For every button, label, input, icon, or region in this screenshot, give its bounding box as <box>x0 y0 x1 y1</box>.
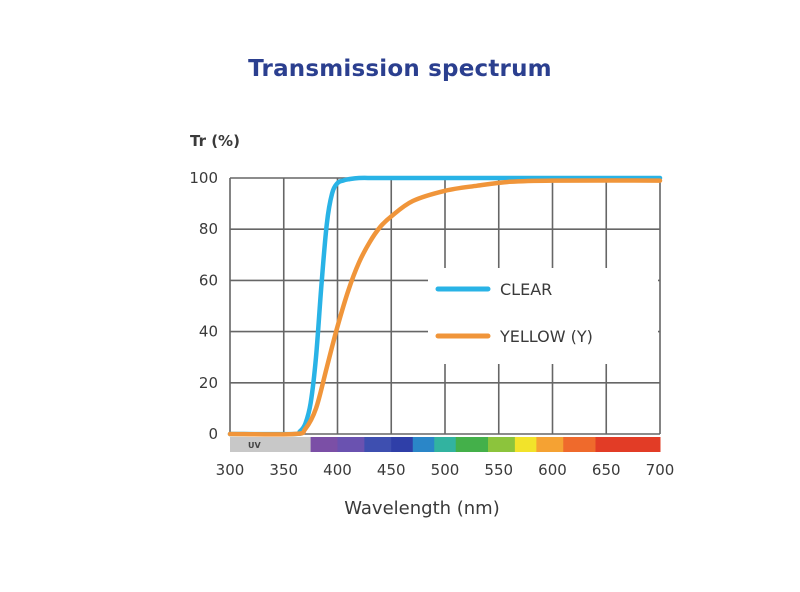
legend-label-0: CLEAR <box>500 280 552 299</box>
x-tick-label: 550 <box>484 461 513 479</box>
spectrum-segment-0 <box>230 437 312 452</box>
x-tick-label: 350 <box>269 461 298 479</box>
x-tick-label: 300 <box>216 461 245 479</box>
spectrum-band <box>230 437 661 452</box>
series-lines <box>227 175 663 437</box>
x-tick-label: 700 <box>646 461 675 479</box>
x-tick-label: 600 <box>538 461 567 479</box>
spectrum-segment-2 <box>337 437 365 452</box>
y-tick-label: 40 <box>199 323 218 341</box>
y-tick-label: 60 <box>199 271 218 289</box>
y-axis-label: Tr (%) <box>190 132 240 150</box>
spectrum-segment-5 <box>412 437 435 452</box>
y-tick-label: 80 <box>199 220 218 238</box>
spectrum-segment-12 <box>595 437 661 452</box>
series-line-yellow <box>227 178 663 437</box>
uv-band-label: UV <box>248 441 261 450</box>
x-axis-label: Wavelength (nm) <box>344 498 500 519</box>
spectrum-segment-11 <box>563 437 596 452</box>
spectrum-segment-7 <box>455 437 489 452</box>
legend-label-1: YELLOW (Y) <box>499 327 593 346</box>
chart-title: Transmission spectrum <box>248 56 552 82</box>
y-tick-label: 100 <box>189 169 218 187</box>
legend: CLEAR YELLOW (Y) <box>428 268 658 364</box>
axes: 0 20 40 60 80 100 300 350 400 450 500 550 600 650 700 <box>189 169 674 479</box>
x-tick-label: 650 <box>592 461 621 479</box>
y-tick-label: 20 <box>199 374 218 392</box>
spectrum-segment-10 <box>536 437 564 452</box>
spectrum-segment-4 <box>391 437 414 452</box>
spectrum-segment-1 <box>310 437 338 452</box>
spectrum-segment-9 <box>514 437 537 452</box>
x-tick-label: 400 <box>323 461 352 479</box>
spectrum-segment-3 <box>364 437 392 452</box>
y-tick-label: 0 <box>208 425 218 443</box>
legend-background <box>428 268 658 364</box>
spectrum-segment-6 <box>434 437 457 452</box>
spectrum-segment-8 <box>488 437 516 452</box>
x-tick-label: 450 <box>377 461 406 479</box>
x-tick-label: 500 <box>431 461 460 479</box>
